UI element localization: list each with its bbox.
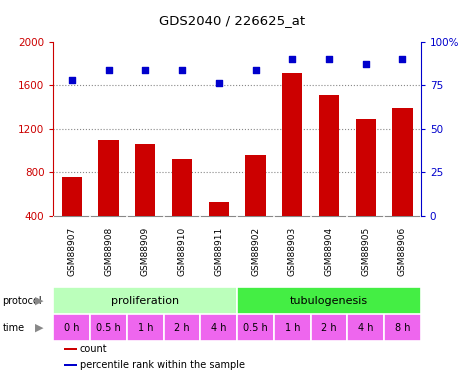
Point xyxy=(362,61,369,67)
Bar xyxy=(311,314,347,341)
Bar xyxy=(99,140,119,216)
Bar xyxy=(127,314,164,341)
Text: GSM88911: GSM88911 xyxy=(214,227,223,276)
Bar xyxy=(65,348,77,350)
Text: GSM88906: GSM88906 xyxy=(398,227,407,276)
Bar xyxy=(53,314,90,341)
Text: count: count xyxy=(80,344,107,354)
Bar xyxy=(135,144,155,216)
Text: 0.5 h: 0.5 h xyxy=(243,323,268,333)
Text: 8 h: 8 h xyxy=(395,323,410,333)
Text: 1 h: 1 h xyxy=(285,323,300,333)
Text: tubulogenesis: tubulogenesis xyxy=(290,296,368,306)
Text: protocol: protocol xyxy=(2,296,42,306)
Text: GDS2040 / 226625_at: GDS2040 / 226625_at xyxy=(159,13,306,27)
Text: GSM88903: GSM88903 xyxy=(288,227,297,276)
Bar xyxy=(53,287,237,314)
Text: 1 h: 1 h xyxy=(138,323,153,333)
Text: 4 h: 4 h xyxy=(211,323,226,333)
Text: GSM88904: GSM88904 xyxy=(325,227,333,276)
Bar xyxy=(237,287,421,314)
Bar xyxy=(237,314,274,341)
Bar xyxy=(200,314,237,341)
Bar xyxy=(347,314,384,341)
Bar xyxy=(282,73,302,216)
Text: GSM88905: GSM88905 xyxy=(361,227,370,276)
Bar xyxy=(392,108,412,216)
Text: percentile rank within the sample: percentile rank within the sample xyxy=(80,360,245,370)
Bar xyxy=(274,314,311,341)
Text: proliferation: proliferation xyxy=(111,296,179,306)
Text: time: time xyxy=(2,323,25,333)
Bar xyxy=(164,314,200,341)
Bar xyxy=(65,364,77,366)
Text: 4 h: 4 h xyxy=(358,323,373,333)
Bar xyxy=(90,314,127,341)
Text: GSM88907: GSM88907 xyxy=(67,227,76,276)
Point xyxy=(288,56,296,62)
Point xyxy=(68,77,75,83)
Text: GSM88902: GSM88902 xyxy=(251,227,260,276)
Bar xyxy=(246,155,266,216)
Text: ▶: ▶ xyxy=(35,296,43,306)
Text: 0 h: 0 h xyxy=(64,323,80,333)
Point xyxy=(178,66,186,72)
Text: 0.5 h: 0.5 h xyxy=(96,323,121,333)
Text: GSM88909: GSM88909 xyxy=(141,227,150,276)
Point xyxy=(326,56,333,62)
Bar xyxy=(356,119,376,216)
Point xyxy=(252,66,259,72)
Bar xyxy=(172,159,192,216)
Point xyxy=(399,56,406,62)
Bar xyxy=(209,202,229,216)
Text: GSM88908: GSM88908 xyxy=(104,227,113,276)
Point xyxy=(105,66,113,72)
Point xyxy=(141,66,149,72)
Text: ▶: ▶ xyxy=(35,323,43,333)
Text: 2 h: 2 h xyxy=(174,323,190,333)
Text: 2 h: 2 h xyxy=(321,323,337,333)
Text: GSM88910: GSM88910 xyxy=(178,227,186,276)
Bar xyxy=(62,177,82,216)
Bar xyxy=(319,95,339,216)
Point xyxy=(215,81,222,87)
Bar xyxy=(384,314,421,341)
